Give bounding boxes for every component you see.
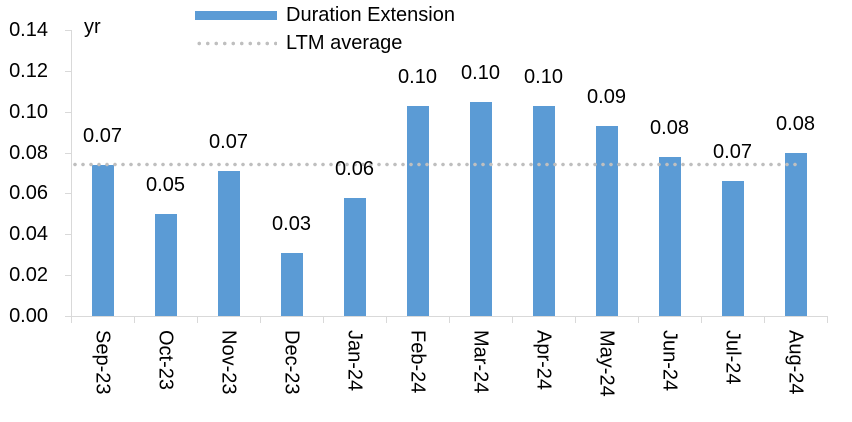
y-tick-mark [65,193,71,195]
bar-apr-24 [532,105,555,316]
y-tick-label: 0.06 [9,182,48,205]
x-axis-label-feb-24: Feb-24 [406,330,429,394]
legend-label-duration-extension: Duration Extension [286,3,455,26]
data-label-jan-24: 0.06 [335,157,374,180]
legend-label-ltm-average: LTM average [286,31,403,54]
x-axis-label-oct-23: Oct-23 [154,330,177,391]
x-axis-label-apr-24: Apr-24 [532,330,555,391]
x-tick-mark [638,317,639,323]
x-axis-label-mar-24: Mar-24 [469,330,492,394]
bar-aug-24 [784,152,807,316]
y-axis-line [71,30,72,316]
y-tick-label: 0.10 [9,100,48,123]
x-tick-mark [449,317,450,323]
data-label-oct-23: 0.05 [146,173,185,196]
y-tick-label: 0.04 [9,223,48,246]
x-tick-mark [71,317,72,323]
x-tick-mark [827,317,828,323]
ltm-average-line [71,162,798,168]
x-tick-mark [197,317,198,323]
legend-dotted-line-swatch [195,40,277,46]
y-tick-label: 0.14 [9,19,48,41]
bar-jan-24 [343,197,366,316]
y-tick-label: 0.12 [9,59,48,82]
x-axis-label-dec-23: Dec-23 [280,330,303,395]
x-axis-label-jun-24: Jun-24 [658,330,681,392]
bar-mar-24 [469,101,492,316]
bar-sep-23 [91,164,114,316]
x-axis-label-jan-24: Jan-24 [343,330,366,392]
y-tick-mark [65,30,71,31]
data-label-jul-24: 0.07 [713,141,752,164]
bar-jun-24 [658,156,681,316]
data-label-nov-23: 0.07 [209,130,248,153]
x-tick-mark [701,317,702,323]
x-tick-mark [764,317,765,323]
legend-item-duration-extension: Duration Extension [195,1,455,29]
data-label-dec-23: 0.03 [272,212,311,235]
x-axis-label-may-24: May-24 [595,330,618,397]
bar-jul-24 [721,181,744,316]
bar-may-24 [595,126,618,316]
legend-bar-swatch [195,10,277,20]
x-tick-mark [260,317,261,323]
x-tick-mark [323,317,324,323]
legend: Duration Extension LTM average [195,1,455,57]
y-tick-mark [65,234,71,236]
legend-item-ltm-average: LTM average [195,29,455,57]
x-axis-label-sep-23: Sep-23 [91,330,114,395]
data-label-aug-24: 0.08 [776,112,815,135]
bar-dec-23 [280,252,303,316]
x-tick-mark [134,317,135,323]
x-tick-mark [386,317,387,323]
bar-feb-24 [406,105,429,316]
data-label-apr-24: 0.10 [524,65,563,88]
y-tick-mark [65,316,71,317]
y-tick-label: 0.08 [9,141,48,164]
data-label-jun-24: 0.08 [650,116,689,139]
data-label-sep-23: 0.07 [83,124,122,147]
data-label-mar-24: 0.10 [461,61,500,84]
bar-nov-23 [217,170,240,316]
y-tick-mark [65,275,71,277]
x-axis-label-aug-24: Aug-24 [784,330,807,395]
y-tick-mark [65,111,71,113]
x-axis-label-nov-23: Nov-23 [217,330,240,395]
x-axis-label-jul-24: Jul-24 [721,330,744,385]
data-label-feb-24: 0.10 [398,65,437,88]
x-axis-line [71,316,828,317]
data-label-may-24: 0.09 [587,86,626,108]
bar-oct-23 [154,213,177,316]
y-axis-unit-label: yr [84,16,101,38]
y-tick-label: 0.02 [9,264,48,287]
y-tick-mark [65,70,71,72]
y-tick-mark [65,152,71,154]
x-tick-mark [512,317,513,323]
y-tick-label: 0.00 [9,305,48,327]
x-tick-mark [575,317,576,323]
